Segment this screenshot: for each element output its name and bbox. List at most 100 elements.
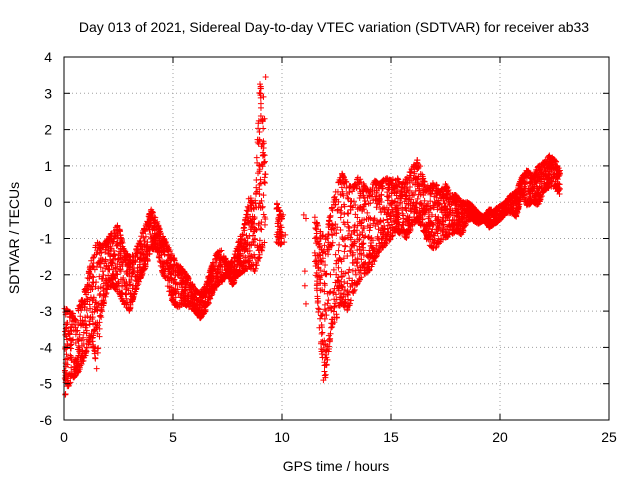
data-point xyxy=(94,247,101,254)
data-point xyxy=(176,264,183,271)
data-point xyxy=(133,286,140,293)
data-point xyxy=(72,339,79,346)
data-point xyxy=(127,281,134,288)
data-point xyxy=(172,294,179,301)
data-point xyxy=(132,258,139,265)
data-point xyxy=(86,275,93,282)
data-point xyxy=(160,248,167,255)
data-point xyxy=(133,247,140,254)
data-point xyxy=(80,329,87,336)
data-point xyxy=(171,276,178,283)
data-point xyxy=(99,244,106,251)
data-point xyxy=(74,336,81,343)
data-point xyxy=(100,300,107,307)
data-point xyxy=(90,344,97,351)
data-point xyxy=(86,321,93,328)
data-point xyxy=(153,237,160,244)
data-point xyxy=(147,231,154,238)
data-point xyxy=(106,276,113,283)
data-point xyxy=(83,322,90,329)
x-tick-label: 25 xyxy=(601,429,617,445)
data-point xyxy=(62,391,69,398)
data-point xyxy=(67,371,74,378)
data-point xyxy=(140,263,147,270)
data-point xyxy=(127,299,134,306)
data-point xyxy=(86,269,93,276)
data-point xyxy=(66,335,73,342)
data-point xyxy=(95,258,102,265)
data-point xyxy=(95,322,102,329)
data-point xyxy=(159,268,166,275)
data-point xyxy=(155,227,162,234)
data-point xyxy=(171,299,178,306)
data-point xyxy=(193,301,200,308)
data-point xyxy=(86,301,93,308)
data-point xyxy=(182,301,189,308)
data-point xyxy=(79,354,86,361)
data-point xyxy=(113,271,120,278)
data-point xyxy=(74,369,81,376)
data-point xyxy=(123,285,130,292)
data-point xyxy=(127,290,134,297)
data-point xyxy=(175,272,182,279)
data-point xyxy=(77,317,84,324)
data-point xyxy=(105,272,112,279)
data-point xyxy=(106,257,113,264)
data-point xyxy=(165,266,172,273)
data-point xyxy=(137,255,144,262)
data-point xyxy=(96,313,103,320)
data-point xyxy=(73,360,80,367)
data-point xyxy=(68,341,75,348)
y-tick-label: -2 xyxy=(40,267,53,283)
data-point xyxy=(141,238,148,245)
data-point xyxy=(83,347,90,354)
data-point xyxy=(187,281,194,288)
y-tick-label: -1 xyxy=(40,231,53,247)
data-point xyxy=(129,266,136,273)
y-tick-label: -5 xyxy=(40,376,53,392)
data-point xyxy=(83,287,90,294)
data-point xyxy=(92,299,99,306)
data-point xyxy=(107,243,114,250)
data-point xyxy=(123,250,130,257)
data-point xyxy=(137,273,144,280)
data-point xyxy=(90,320,97,327)
y-tick-label: 2 xyxy=(44,122,52,138)
data-point xyxy=(89,334,96,341)
data-point xyxy=(83,307,90,314)
data-point xyxy=(151,241,158,248)
data-point xyxy=(107,231,114,238)
data-point xyxy=(156,245,163,252)
data-point xyxy=(136,278,143,285)
data-point xyxy=(144,239,151,246)
data-point xyxy=(117,252,124,259)
data-point xyxy=(142,233,149,240)
data-point xyxy=(150,225,157,232)
x-axis-label: GPS time / hours xyxy=(283,458,390,474)
data-point xyxy=(191,303,198,310)
data-point xyxy=(156,254,163,261)
data-point xyxy=(113,265,120,272)
data-point xyxy=(144,219,151,226)
data-point xyxy=(99,308,106,315)
x-tick-label: 5 xyxy=(169,429,177,445)
data-point xyxy=(74,327,81,334)
data-point xyxy=(111,283,118,290)
data-point xyxy=(89,335,96,342)
data-point xyxy=(64,319,71,326)
data-point xyxy=(72,373,79,380)
data-point xyxy=(115,256,122,263)
data-point xyxy=(90,253,97,260)
data-point xyxy=(194,310,201,317)
y-tick-label: 4 xyxy=(44,49,52,65)
data-point xyxy=(102,249,109,256)
data-point xyxy=(117,268,124,275)
data-point xyxy=(105,236,112,243)
data-point xyxy=(102,256,109,263)
x-tick-label: 0 xyxy=(60,429,68,445)
data-point xyxy=(78,298,85,305)
data-point xyxy=(106,237,113,244)
data-point xyxy=(126,279,133,286)
data-point xyxy=(99,275,106,282)
